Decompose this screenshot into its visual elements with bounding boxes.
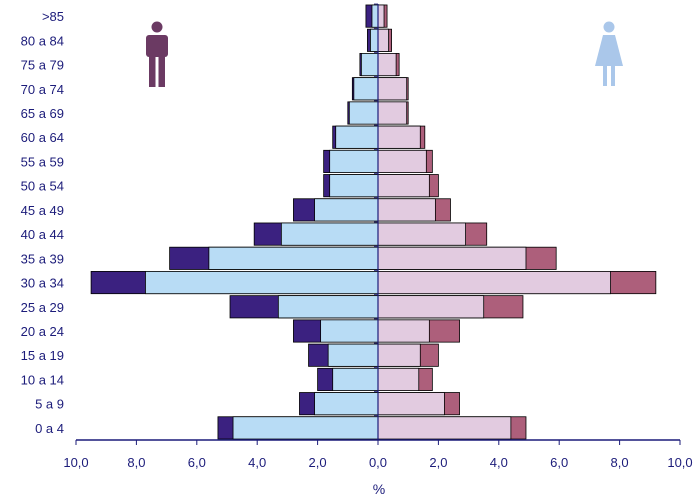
bar-male-0-16 — [314, 392, 379, 416]
bar-female-2-4 — [377, 101, 408, 125]
bar-female-2-3 — [377, 77, 408, 101]
bar-male-0-14 — [327, 343, 379, 367]
bar-male-0-4 — [348, 101, 379, 125]
woman-icon-dress — [595, 35, 623, 66]
x-tick-label-8: 6,0 — [550, 455, 568, 470]
bar-female-2-13 — [377, 319, 430, 343]
bar-female-2-0 — [377, 4, 385, 28]
bar-female-2-7 — [377, 174, 430, 198]
bar-female-2-6 — [377, 149, 427, 173]
category-label-14: 15 a 19 — [21, 348, 64, 363]
category-label-5: 60 a 64 — [21, 130, 64, 145]
woman-icon-leg-right — [611, 66, 615, 86]
bar-male-0-13 — [320, 319, 379, 343]
category-label-15: 10 a 14 — [21, 372, 64, 387]
bar-male-0-2 — [360, 53, 379, 77]
x-tick-label-6: 2,0 — [429, 455, 447, 470]
bar-male-0-3 — [353, 77, 379, 101]
bar-female-2-17 — [377, 416, 512, 440]
bar-male-0-17 — [232, 416, 379, 440]
category-label-7: 50 a 54 — [21, 179, 64, 194]
bar-female-2-5 — [377, 125, 421, 149]
bar-male-0-11 — [145, 271, 379, 295]
x-tick-label-7: 4,0 — [490, 455, 508, 470]
x-tick-label-2: 6,0 — [188, 455, 206, 470]
bar-male-0-5 — [335, 125, 379, 149]
x-tick-label-4: 2,0 — [309, 455, 327, 470]
bar-male-0-7 — [329, 174, 379, 198]
category-label-11: 30 a 34 — [21, 276, 64, 291]
category-label-16: 5 a 9 — [35, 397, 64, 412]
bar-male-0-8 — [314, 198, 379, 222]
bar-female-2-16 — [377, 392, 445, 416]
category-label-4: 65 a 69 — [21, 106, 64, 121]
x-tick-label-9: 8,0 — [611, 455, 629, 470]
bar-male-0-9 — [280, 222, 379, 246]
bar-male-0-12 — [277, 295, 379, 319]
category-label-1: 80 a 84 — [21, 33, 64, 48]
man-icon — [146, 21, 168, 87]
x-tick-label-3: 4,0 — [248, 455, 266, 470]
bar-female-2-1 — [377, 28, 389, 52]
bar-female-2-12 — [377, 295, 485, 319]
bar-female-2-15 — [377, 367, 420, 391]
axis-layer — [75, 3, 681, 445]
bar-female-2-8 — [377, 198, 436, 222]
bar-male-0-10 — [208, 246, 379, 270]
category-label-6: 55 a 59 — [21, 154, 64, 169]
bar-male-0-15 — [332, 367, 379, 391]
woman-icon-leg-left — [603, 66, 607, 86]
category-label-9: 40 a 44 — [21, 227, 64, 242]
x-tick-label-10: 10,0 — [667, 455, 692, 470]
category-label-10: 35 a 39 — [21, 251, 64, 266]
bar-female-2-11 — [377, 271, 611, 295]
man-icon-leg-right — [158, 55, 165, 87]
category-label-12: 25 a 29 — [21, 300, 64, 315]
bar-male-0-0 — [371, 4, 379, 28]
category-label-2: 75 a 79 — [21, 58, 64, 73]
bar-female-2-14 — [377, 343, 421, 367]
icons-layer — [146, 21, 623, 87]
woman-icon — [595, 21, 623, 86]
man-icon-head — [151, 21, 163, 33]
bars-layer — [90, 4, 657, 440]
category-label-3: 70 a 74 — [21, 82, 64, 97]
bar-female-2-10 — [377, 246, 527, 270]
x-tick-label-1: 8,0 — [127, 455, 145, 470]
x-axis-title: % — [373, 481, 385, 497]
bar-female-2-9 — [377, 222, 466, 246]
category-label-17: 0 a 4 — [35, 421, 64, 436]
labels-layer: 10,0 8,0 6,0 4,0 2,0 0,0 2,0 4,0 6,0 8,0 10,0 >85 80… — [21, 9, 693, 470]
x-tick-label-0: 10,0 — [63, 455, 88, 470]
man-icon-torso — [146, 35, 168, 57]
bar-male-0-6 — [329, 149, 379, 173]
category-label-13: 20 a 24 — [21, 324, 64, 339]
man-icon-leg-left — [149, 55, 156, 87]
woman-icon-head — [603, 21, 615, 33]
category-label-8: 45 a 49 — [21, 203, 64, 218]
category-label-0: >85 — [42, 9, 64, 24]
bar-female-2-2 — [377, 53, 397, 77]
bar-male-0-1 — [370, 28, 379, 52]
x-tick-label-5: 0,0 — [369, 455, 387, 470]
